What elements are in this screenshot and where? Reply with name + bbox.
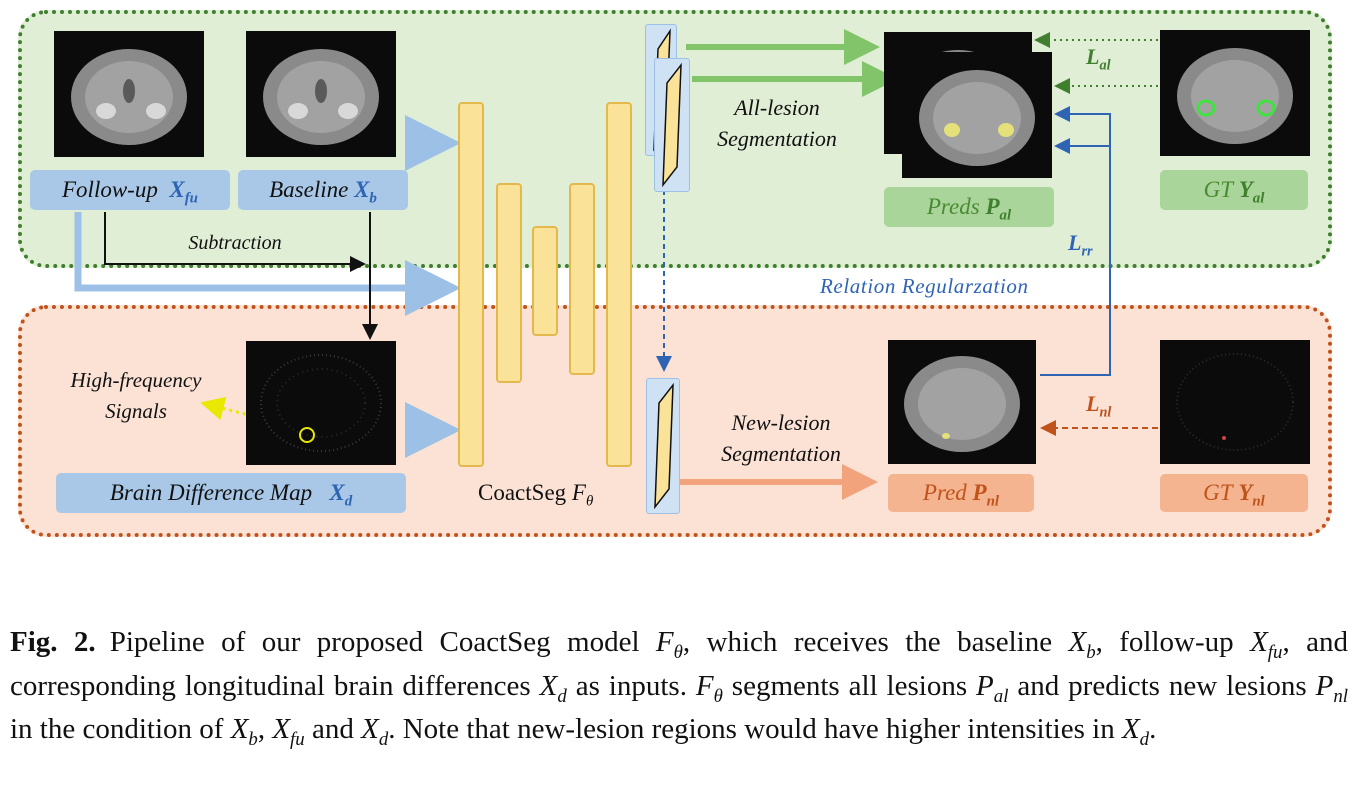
new-lesion-head	[646, 378, 680, 514]
loss-nl-label: Lnl	[1086, 391, 1112, 421]
arrows-layer	[74, 29, 1158, 500]
gt-nl-label: GT Ynl	[1160, 474, 1308, 512]
pred-nl-label: Pred Pnl	[888, 474, 1034, 512]
decoder-bar-2	[606, 102, 632, 467]
difference-map-scan	[246, 341, 396, 465]
gt-al-scan	[1160, 30, 1310, 156]
baseline-scan	[246, 31, 396, 157]
pipeline-diagram: Follow-up Xfu Baseline Xb Subtraction Br…	[18, 10, 1332, 537]
subtraction-label: Subtraction	[188, 232, 282, 254]
baseline-label: Baseline Xb	[238, 170, 408, 210]
high-frequency-label: High-frequency Signals	[70, 368, 202, 423]
gt-nl-scan	[1160, 340, 1310, 464]
all-lesion-task-label: All-lesion Segmentation	[717, 95, 837, 151]
pred-al-scan	[902, 52, 1052, 178]
model-label: CoactSeg Fθ	[478, 480, 594, 510]
encoder-bar-2	[496, 183, 522, 383]
new-lesion-task-label: New-lesion Segmentation	[721, 410, 841, 466]
followup-label: Follow-up Xfu	[30, 170, 230, 210]
pred-nl-scan	[888, 340, 1036, 464]
relation-regularization-label: Relation Regularzation	[820, 274, 1029, 298]
encoder-bar-1	[458, 102, 484, 467]
all-lesion-head	[654, 58, 690, 192]
loss-al-label: Lal	[1086, 44, 1111, 74]
difference-map-label: Brain Difference Map Xd	[56, 473, 406, 513]
figure-caption: Fig. 2. Pipeline of our proposed CoactSeg…	[10, 626, 1349, 750]
followup-scan	[54, 31, 204, 157]
relation-line-1	[1040, 106, 1111, 376]
subtraction-arrow	[104, 212, 366, 272]
decoder-bar-1	[569, 183, 595, 375]
pred-al-label: Preds Pal	[884, 187, 1054, 227]
figure-number: Fig. 2.	[10, 626, 96, 658]
arrow-followup-to-model	[74, 212, 461, 316]
bottleneck-bar	[532, 226, 558, 336]
loss-rr-label: Lrr	[1068, 230, 1093, 260]
gt-al-label: GT Yal	[1160, 170, 1308, 210]
